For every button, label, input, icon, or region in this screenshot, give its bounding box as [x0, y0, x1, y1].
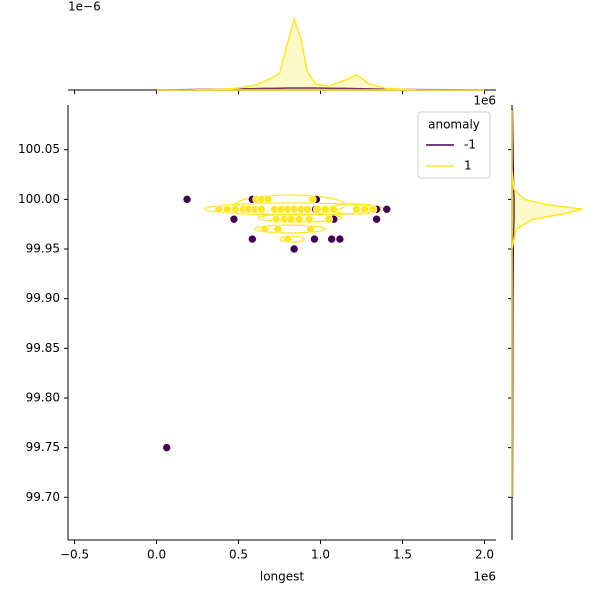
y-tick-label: 99.80: [26, 390, 60, 404]
right-kde: [511, 109, 583, 498]
x-tick-label: 2.0: [475, 548, 494, 562]
scatter-point: [368, 204, 378, 214]
scatter-point: [312, 204, 322, 214]
scatter-point: [230, 204, 240, 214]
scatter-point: [222, 204, 232, 214]
scatter-point: [248, 234, 257, 244]
x-offset-label: 1e6: [473, 570, 496, 584]
kde-contour: [279, 235, 305, 243]
scatter-point: [329, 204, 338, 214]
top-x-offset-label: 1e6: [473, 94, 496, 108]
scatter-point: [289, 244, 299, 254]
x-tick-label: 1.5: [393, 548, 412, 562]
scatter-point: [308, 195, 317, 204]
scatter-point: [327, 234, 336, 244]
scatter-point: [352, 204, 361, 214]
scatter-point: [286, 214, 296, 224]
legend-label: -1: [464, 138, 476, 152]
scatter-point: [283, 234, 293, 244]
scatter-point: [263, 195, 273, 204]
x-tick-label: 1.0: [311, 548, 330, 562]
y-tick-label: 99.75: [26, 440, 60, 454]
scatter-point: [304, 214, 314, 224]
scatter-point: [324, 214, 334, 224]
scatter-point: [303, 204, 312, 214]
scatter-point: [310, 234, 319, 244]
scatter-point: [273, 224, 283, 234]
scatter-point: [372, 214, 381, 224]
top-kde: [156, 16, 485, 91]
x-tick-label: 0.0: [147, 548, 166, 562]
kde-contour: [254, 224, 326, 234]
y-tick-label: 99.95: [26, 242, 60, 256]
scatter-point: [321, 204, 330, 214]
scatter-point: [182, 195, 192, 204]
scatter-point: [294, 214, 304, 224]
y-tick-label: 99.85: [26, 341, 60, 355]
x-tick-label: −0.5: [60, 548, 89, 562]
scatter-point: [214, 204, 224, 214]
y-tick-label: 100.00: [18, 192, 60, 206]
scatter-point: [260, 224, 270, 234]
scatter-point: [382, 204, 392, 214]
scatter-point: [229, 214, 239, 224]
legend-title: anomaly: [428, 118, 480, 132]
top-y-offset-label: 1e−6: [68, 0, 101, 14]
scatter-point: [257, 204, 266, 214]
scatter-point: [360, 204, 370, 214]
scatter-point: [306, 224, 315, 234]
y-tick-label: 100.05: [18, 142, 60, 156]
legend-label: 1: [464, 159, 472, 173]
scatter-point: [271, 214, 281, 224]
scatter-point: [335, 234, 345, 244]
x-tick-label: 0.5: [229, 548, 248, 562]
y-tick-label: 99.70: [26, 490, 60, 504]
y-tick-label: 99.90: [26, 291, 60, 305]
scatter-point: [162, 443, 172, 452]
x-axis-label: longest: [260, 570, 305, 584]
